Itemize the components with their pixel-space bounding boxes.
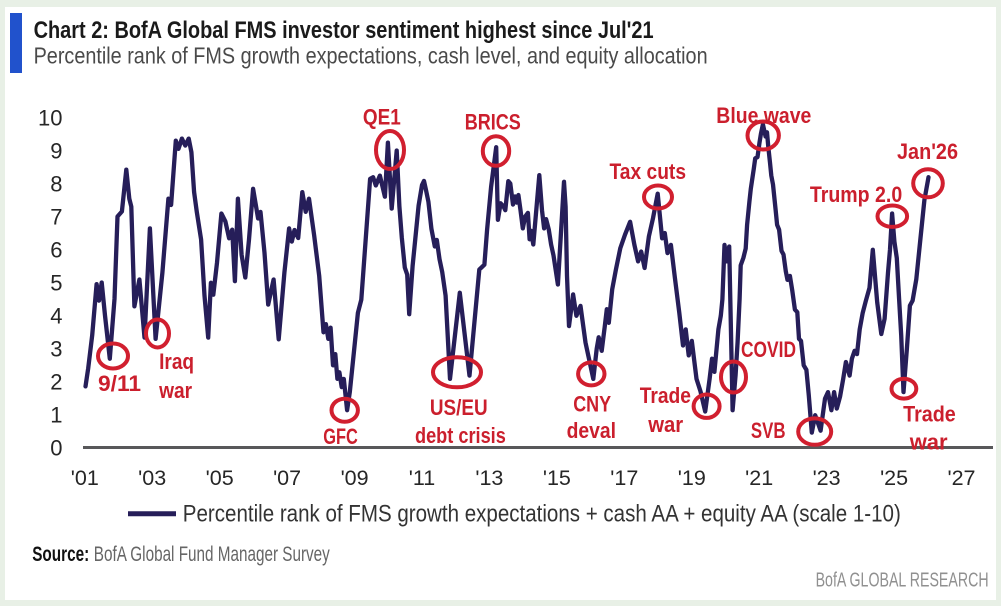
svg-text:Source:: Source: xyxy=(32,543,89,566)
svg-text:'27: '27 xyxy=(947,466,975,490)
svg-text:'13: '13 xyxy=(475,466,503,490)
svg-text:Iraq: Iraq xyxy=(159,349,194,374)
svg-text:'19: '19 xyxy=(678,466,706,490)
svg-text:6: 6 xyxy=(50,238,62,263)
svg-text:Trump 2.0: Trump 2.0 xyxy=(810,182,902,207)
svg-text:US/EU: US/EU xyxy=(430,395,488,420)
svg-text:Jan'26: Jan'26 xyxy=(897,139,958,164)
svg-text:'15: '15 xyxy=(543,466,571,490)
svg-text:Percentile rank of FMS growth: Percentile rank of FMS growth expectatio… xyxy=(183,500,901,527)
svg-text:Blue wave: Blue wave xyxy=(716,103,811,128)
svg-text:9/11: 9/11 xyxy=(98,371,141,396)
svg-text:'23: '23 xyxy=(813,466,841,490)
svg-text:BofA Global Fund Manager Surve: BofA Global Fund Manager Survey xyxy=(94,543,330,566)
svg-text:8: 8 xyxy=(50,172,62,197)
svg-text:3: 3 xyxy=(50,337,62,362)
svg-text:'05: '05 xyxy=(206,466,234,490)
svg-text:1: 1 xyxy=(50,403,62,428)
svg-text:QE1: QE1 xyxy=(363,105,401,130)
svg-text:2: 2 xyxy=(50,370,62,395)
svg-text:war: war xyxy=(158,378,192,403)
svg-text:deval: deval xyxy=(567,418,616,443)
svg-text:BofA GLOBAL RESEARCH: BofA GLOBAL RESEARCH xyxy=(816,570,989,592)
svg-text:'07: '07 xyxy=(273,466,301,490)
svg-text:'03: '03 xyxy=(138,466,166,490)
svg-text:'01: '01 xyxy=(71,466,99,490)
svg-text:SVB: SVB xyxy=(751,418,786,443)
svg-text:'17: '17 xyxy=(610,466,638,490)
svg-text:'25: '25 xyxy=(880,466,908,490)
svg-text:BRICS: BRICS xyxy=(465,110,521,135)
svg-text:CNY: CNY xyxy=(573,392,611,417)
svg-text:Tax cuts: Tax cuts xyxy=(610,159,687,184)
svg-text:'11: '11 xyxy=(409,466,435,490)
svg-text:7: 7 xyxy=(50,205,62,230)
svg-text:COVID: COVID xyxy=(741,337,796,362)
svg-text:Trade: Trade xyxy=(903,402,956,427)
svg-text:10: 10 xyxy=(38,106,62,131)
svg-text:4: 4 xyxy=(50,304,62,329)
svg-text:war: war xyxy=(909,430,948,455)
svg-text:9: 9 xyxy=(50,139,62,164)
svg-text:Chart 2: BofA Global FMS inves: Chart 2: BofA Global FMS investor sentim… xyxy=(34,17,654,44)
svg-text:Percentile rank of FMS growth: Percentile rank of FMS growth expectatio… xyxy=(34,43,708,69)
svg-text:'09: '09 xyxy=(341,466,369,490)
svg-text:'21: '21 xyxy=(745,466,773,490)
svg-text:5: 5 xyxy=(50,271,62,296)
svg-text:GFC: GFC xyxy=(323,424,358,449)
svg-text:0: 0 xyxy=(50,436,62,461)
svg-text:Trade: Trade xyxy=(640,383,691,408)
svg-text:war: war xyxy=(647,412,683,437)
svg-text:debt crisis: debt crisis xyxy=(415,423,506,448)
